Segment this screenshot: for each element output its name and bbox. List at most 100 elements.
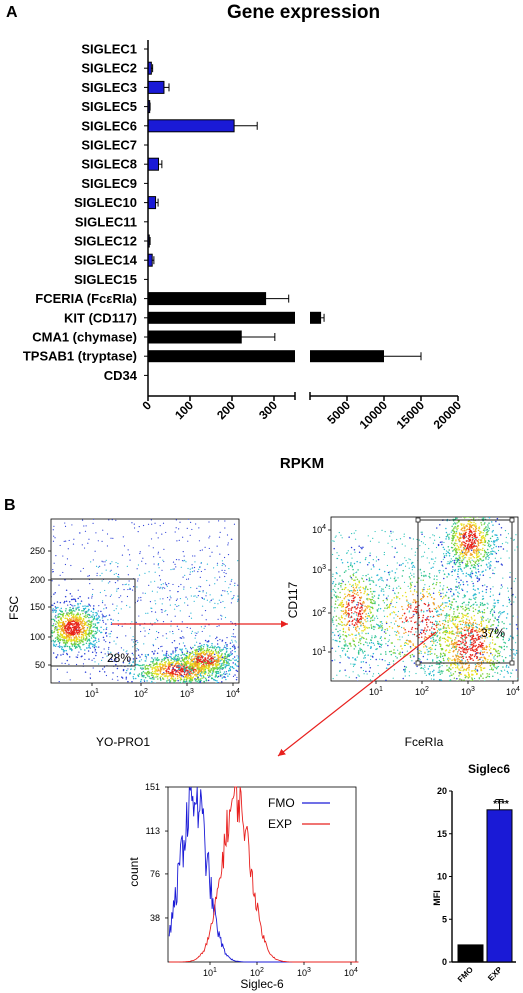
event-dot — [132, 661, 134, 664]
event-dot — [174, 604, 176, 606]
event-dot — [106, 655, 108, 657]
event-dot — [361, 602, 364, 604]
event-dot — [371, 602, 374, 605]
event-dot — [508, 637, 510, 639]
event-dot — [356, 617, 359, 620]
event-dot — [209, 655, 211, 657]
event-dot — [371, 598, 374, 601]
event-dot — [85, 631, 87, 634]
event-dot — [68, 600, 71, 603]
event-dot — [165, 688, 167, 690]
event-dot — [487, 618, 489, 620]
event-dot — [232, 675, 235, 678]
event-dot — [373, 565, 375, 568]
event-dot — [138, 615, 140, 617]
event-dot — [485, 556, 487, 559]
event-dot — [184, 602, 186, 604]
event-dot — [136, 639, 138, 642]
event-dot — [232, 596, 235, 598]
event-dot — [210, 656, 213, 658]
event-dot — [375, 623, 378, 625]
event-dot — [463, 502, 465, 504]
event-dot — [383, 610, 385, 612]
event-dot — [103, 639, 105, 641]
event-dot — [493, 630, 496, 632]
event-dot — [41, 597, 43, 599]
event-dot — [92, 636, 95, 639]
event-dot — [337, 630, 339, 633]
event-dot — [489, 567, 491, 569]
event-dot — [189, 653, 192, 656]
event-dot — [132, 641, 135, 643]
event-dot — [194, 637, 196, 639]
event-dot — [161, 603, 163, 605]
event-dot — [510, 537, 512, 539]
event-dot — [401, 543, 403, 545]
event-dot — [469, 517, 471, 519]
event-dot — [224, 652, 226, 655]
event-dot — [469, 560, 471, 562]
event-dot — [103, 671, 106, 673]
event-dot — [147, 612, 149, 614]
event-dot — [396, 538, 398, 541]
event-dot — [326, 583, 328, 585]
event-dot — [192, 646, 194, 649]
event-dot — [337, 645, 340, 648]
event-dot — [179, 521, 181, 523]
event-dot — [372, 614, 374, 617]
event-dot — [210, 599, 212, 602]
event-dot — [216, 643, 219, 645]
event-dot — [210, 659, 213, 662]
event-dot — [448, 554, 451, 557]
event-dot — [493, 602, 495, 604]
event-dot — [445, 555, 448, 557]
event-dot — [351, 584, 354, 587]
event-dot — [203, 643, 205, 646]
event-dot — [173, 639, 176, 642]
event-dot — [348, 593, 351, 596]
event-dot — [186, 666, 188, 668]
event-dot — [193, 600, 195, 602]
event-dot — [352, 573, 354, 576]
event-dot — [339, 618, 341, 621]
event-dot — [66, 628, 68, 630]
event-dot — [333, 623, 335, 626]
event-dot — [451, 560, 454, 562]
event-dot — [343, 644, 346, 646]
event-dot — [224, 657, 226, 659]
event-dot — [383, 551, 385, 554]
event-dot — [486, 528, 489, 531]
event-dot — [151, 660, 154, 663]
event-dot — [485, 551, 488, 554]
event-dot — [482, 529, 485, 531]
event-dot — [94, 633, 96, 635]
event-dot — [505, 536, 507, 539]
event-dot — [182, 551, 184, 553]
event-dot — [69, 623, 72, 625]
event-dot — [194, 674, 196, 676]
event-dot — [179, 679, 182, 681]
event-dot — [447, 551, 449, 553]
event-dot — [361, 617, 363, 619]
event-dot — [116, 605, 118, 607]
event-dot — [360, 661, 363, 663]
event-dot — [179, 666, 181, 668]
event-dot — [97, 610, 99, 612]
event-dot — [75, 637, 77, 640]
event-dot — [87, 623, 90, 625]
event-dot — [66, 639, 69, 642]
event-dot — [362, 600, 365, 603]
event-dot — [132, 654, 134, 656]
event-dot — [206, 653, 208, 655]
event-dot — [66, 641, 68, 644]
event-dot — [401, 626, 403, 629]
event-dot — [69, 617, 71, 620]
event-dot — [364, 605, 366, 607]
event-dot — [489, 612, 491, 614]
event-dot — [365, 557, 367, 559]
flow1-x-label: YO-PRO1 — [96, 735, 150, 749]
event-dot — [156, 675, 159, 678]
event-dot — [154, 622, 156, 624]
event-dot — [202, 663, 204, 666]
event-dot — [117, 566, 119, 568]
